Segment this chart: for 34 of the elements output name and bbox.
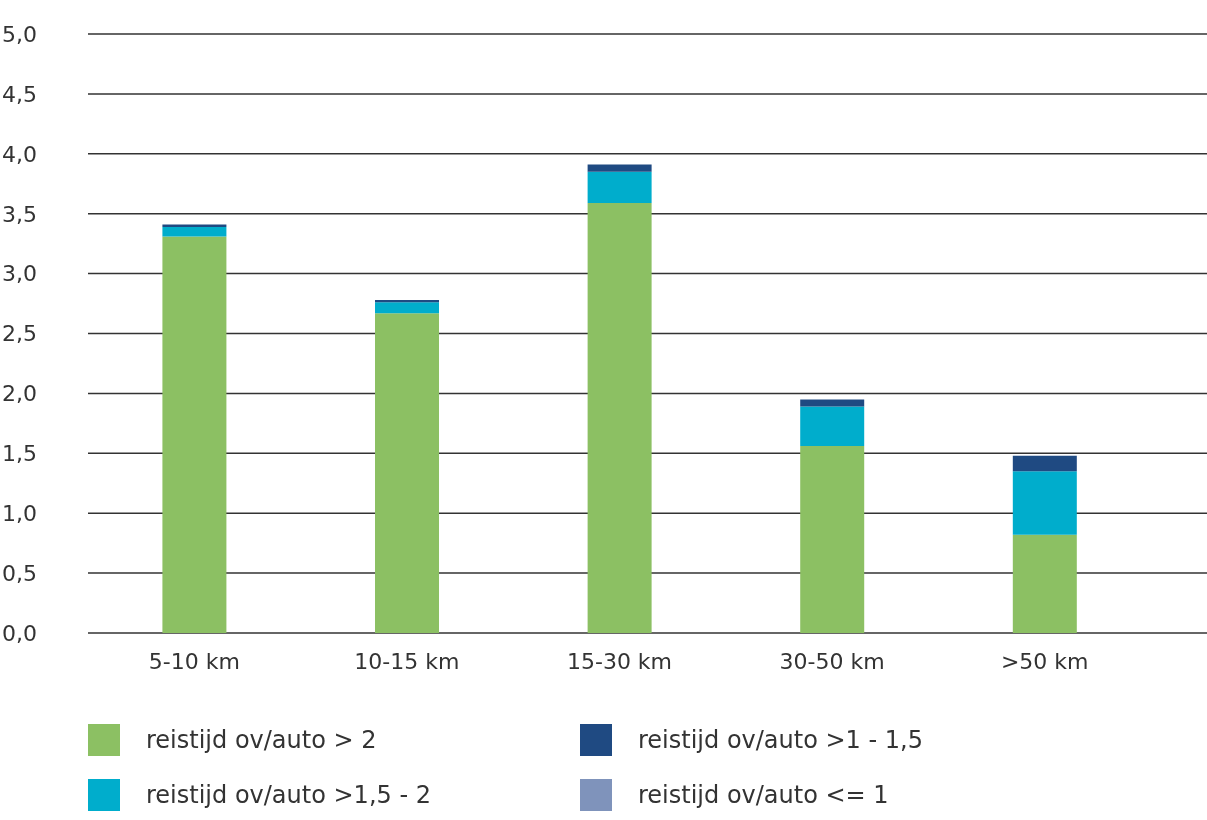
bar	[587, 164, 652, 172]
bar	[375, 313, 440, 633]
legend-label: reistijd ov/auto <= 1	[638, 780, 889, 809]
legend-label: reistijd ov/auto >1 - 1,5	[638, 725, 923, 754]
y-tick-label: 2,0	[2, 381, 37, 407]
y-tick-label: 0,5	[2, 560, 37, 586]
x-tick-label: 5-10 km	[148, 648, 240, 674]
y-tick-label: 0,0	[2, 620, 37, 646]
y-tick-label: 4,5	[2, 81, 37, 107]
y-tick-label: 2,5	[2, 321, 37, 347]
y-tick-label: 3,0	[2, 261, 37, 287]
bar	[162, 224, 227, 227]
y-tick-label: 1,0	[2, 501, 37, 527]
bar	[587, 202, 652, 633]
bar	[800, 406, 865, 447]
legend-label: reistijd ov/auto >1,5 - 2	[146, 780, 431, 809]
y-tick-label: 5,0	[2, 21, 37, 47]
y-tick-label: 1,5	[2, 441, 37, 467]
bar	[162, 236, 227, 633]
bar	[800, 399, 865, 407]
bar	[1012, 471, 1077, 535]
bar	[375, 302, 440, 314]
bar	[800, 446, 865, 633]
y-tick-label: 3,5	[2, 201, 37, 227]
x-tick-label: >50 km	[1000, 648, 1089, 674]
bar	[1012, 455, 1077, 472]
bar	[587, 171, 652, 203]
x-tick-label: 30-50 km	[779, 648, 885, 674]
bar	[162, 226, 227, 237]
x-tick-label: 15-30 km	[566, 648, 673, 674]
bar	[1012, 534, 1077, 633]
x-tick-label: 10-15 km	[354, 648, 460, 674]
y-tick-label: 4,0	[2, 141, 37, 167]
legend-label: reistijd ov/auto > 2	[146, 725, 377, 754]
